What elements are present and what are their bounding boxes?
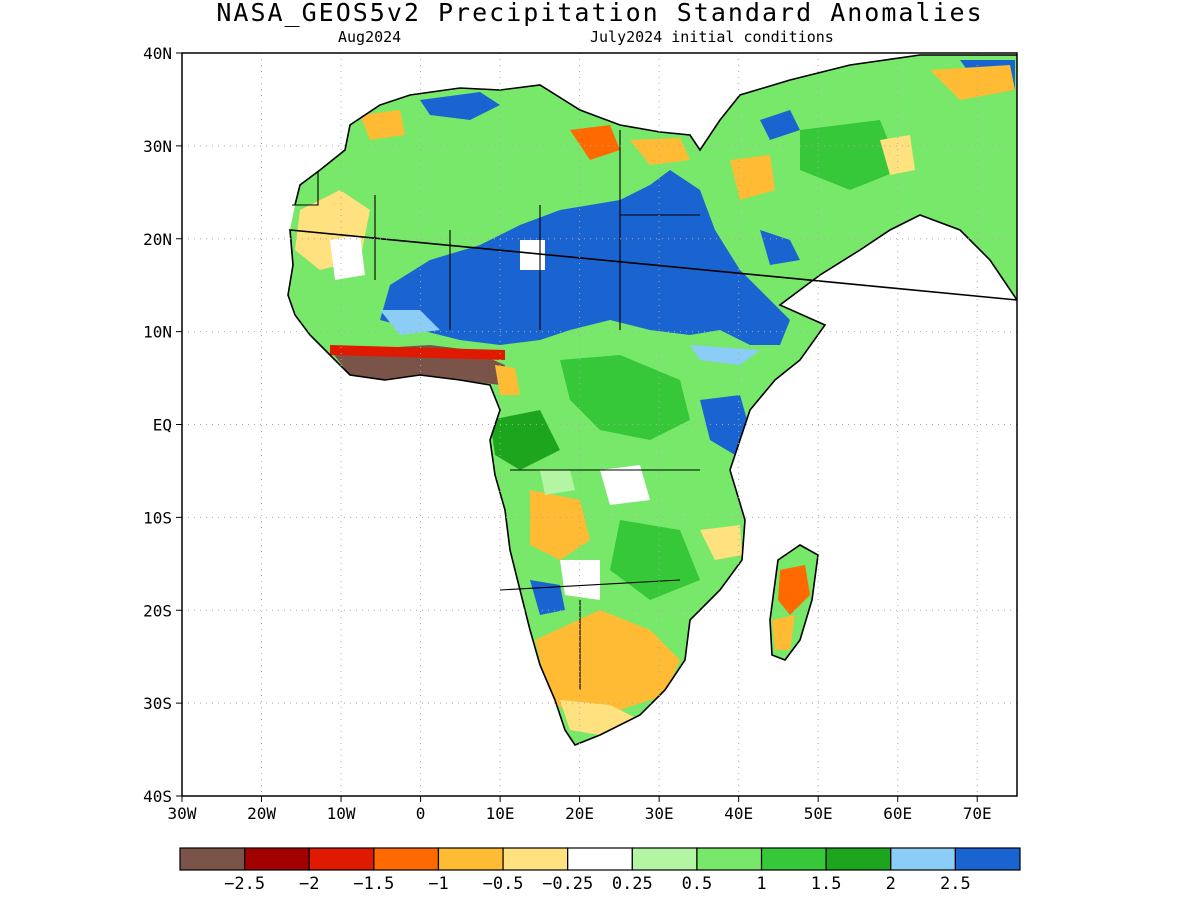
colorbar-swatch [631, 847, 698, 871]
lon-label: 20E [565, 804, 594, 823]
colorbar-swatch [567, 847, 633, 871]
lat-label: 20S [143, 601, 172, 620]
colorbar-label: 0.5 [682, 874, 713, 894]
colorbar-label: 0.25 [612, 874, 653, 894]
colorbar-label: 2 [886, 874, 896, 894]
colorbar: −2.5 −2 −1.5 −1 −0.5 −0.25 0.25 0.5 1 1.5 2 2.5 [179, 847, 1021, 894]
colorbar-swatch [890, 847, 956, 871]
colorbar-label: −1.5 [353, 874, 394, 894]
lon-label: 20W [247, 804, 276, 823]
colorbar-swatch [825, 847, 892, 871]
lat-label: 30N [143, 137, 172, 156]
lon-label: 70E [963, 804, 992, 823]
latitude-labels: 40N 30N 20N 10N EQ 10S 20S 30S 40S [143, 44, 182, 806]
map-title: NASA_GEOS5v2 Precipitation Standard Anom… [216, 0, 984, 27]
colorbar-label: −1 [428, 874, 448, 894]
colorbar-swatch [760, 847, 827, 871]
colorbar-swatch [373, 847, 440, 871]
colorbar-label: 1 [756, 874, 766, 894]
colorbar-label: 2.5 [940, 874, 971, 894]
madagascar-coastline [769, 544, 819, 661]
country-borders [292, 130, 700, 690]
colorbar-label: −0.5 [483, 874, 524, 894]
initial-conditions: July2024 initial conditions [590, 28, 834, 46]
colorbar-label: −0.25 [542, 874, 593, 894]
lat-label: 30S [143, 694, 172, 713]
lon-label: 30W [168, 804, 197, 823]
colorbar-swatch [308, 847, 375, 871]
coastline [287, 54, 1017, 746]
lon-label: 60E [883, 804, 912, 823]
dry-anomaly-southern-africa [535, 610, 680, 720]
lon-label: 10E [486, 804, 515, 823]
lat-label: EQ [153, 416, 172, 435]
lon-label: 40E [724, 804, 753, 823]
colorbar-swatch [696, 847, 763, 871]
colorbar-swatch [179, 847, 246, 871]
wet-anomaly-sahel [380, 170, 790, 345]
forecast-month: Aug2024 [338, 28, 402, 46]
colorbar-label: −2.5 [224, 874, 265, 894]
lat-label: 10S [143, 508, 172, 527]
lon-label: 0 [416, 804, 426, 823]
colorbar-swatch [954, 847, 1021, 871]
lat-label: 10N [143, 323, 172, 342]
colorbar-label: 1.5 [811, 874, 842, 894]
colorbar-label: −2 [299, 874, 319, 894]
lon-label: 30E [645, 804, 674, 823]
colorbar-swatch [437, 847, 504, 871]
lat-label: 20N [143, 230, 172, 249]
colorbar-swatch [502, 847, 569, 871]
lat-label: 40S [143, 787, 172, 806]
lon-label: 50E [804, 804, 833, 823]
lat-label: 40N [143, 44, 172, 63]
colorbar-swatch [244, 847, 310, 871]
longitude-labels: 30W 20W 10W 0 10E 20E 30E 40E 50E 60E 70E [168, 796, 992, 823]
lon-label: 10W [327, 804, 356, 823]
